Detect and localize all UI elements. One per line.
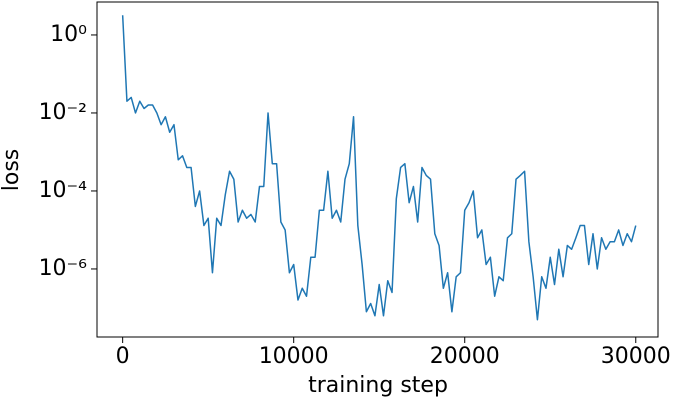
y-tick-label: 10⁰ (50, 22, 87, 47)
x-tick-label: 20000 (430, 344, 500, 369)
y-axis-label: loss (0, 149, 24, 192)
x-axis-label: training step (308, 373, 448, 398)
y-tick-label: 10⁻² (39, 100, 87, 125)
plot-frame (96, 1, 659, 338)
x-tick-label: 10000 (259, 344, 329, 369)
x-tick-label: 30000 (601, 344, 671, 369)
loss-line (121, 15, 637, 321)
x-tick-label: 0 (116, 344, 130, 369)
y-tick-label: 10⁻⁶ (39, 256, 88, 281)
y-tick-label: 10⁻⁴ (39, 178, 88, 203)
